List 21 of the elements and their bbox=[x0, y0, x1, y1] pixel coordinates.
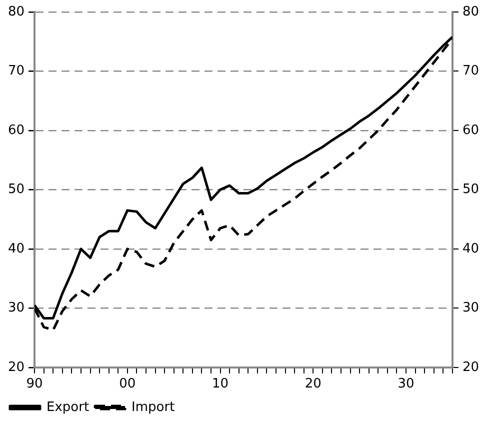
y-tick-label: 30 bbox=[462, 300, 480, 316]
y2-tick-label: 70 bbox=[8, 64, 25, 79]
y-tick-label: 60 bbox=[462, 122, 480, 138]
y-tick-label: 40 bbox=[462, 241, 480, 256]
x-tick-label: 10 bbox=[212, 376, 229, 392]
legend-label: Export bbox=[46, 400, 90, 415]
legend-label: Import bbox=[132, 400, 175, 415]
x-tick-label: 30 bbox=[398, 376, 414, 392]
y2-tick-label: 50 bbox=[8, 182, 25, 198]
x-tick-label: 00 bbox=[119, 376, 136, 392]
y2-tick-label: 30 bbox=[8, 300, 25, 316]
y2-tick-label: 80 bbox=[8, 4, 25, 20]
x-tick-label: 90 bbox=[26, 376, 43, 392]
y2-tick-label: 20 bbox=[8, 360, 25, 375]
x-tick-label: 20 bbox=[304, 376, 322, 392]
y2-tick-label: 60 bbox=[8, 122, 25, 138]
y2-tick-label: 40 bbox=[8, 241, 25, 256]
y-tick-label: 80 bbox=[462, 4, 480, 20]
y-tick-label: 20 bbox=[462, 360, 480, 375]
y-tick-label: 50 bbox=[462, 182, 480, 198]
y-tick-label: 70 bbox=[462, 64, 480, 79]
